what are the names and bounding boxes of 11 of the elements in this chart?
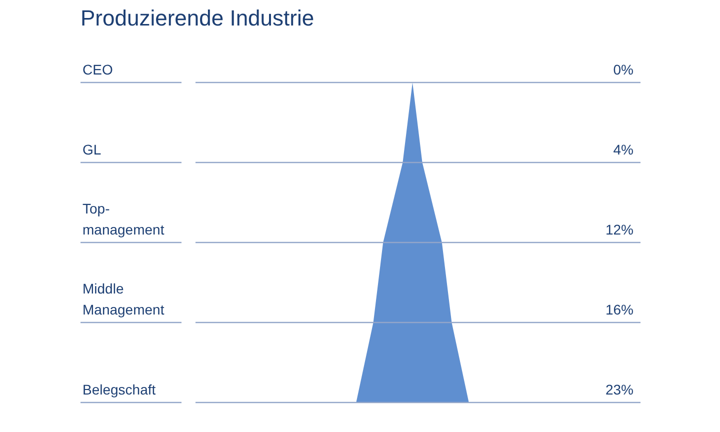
category-label: Middle Management <box>82 280 164 318</box>
category-label: CEO <box>82 62 113 78</box>
data-label: 16% <box>605 302 634 318</box>
data-label: 4% <box>613 142 634 158</box>
data-label: 23% <box>605 382 634 398</box>
text: Produzierende Industrie <box>80 6 314 30</box>
category-label: Top-management <box>82 200 164 238</box>
category-label: GL <box>82 142 102 158</box>
category-label: Belegschaft <box>82 382 156 398</box>
data-label: 0% <box>613 62 634 78</box>
data-label: 12% <box>605 222 634 238</box>
